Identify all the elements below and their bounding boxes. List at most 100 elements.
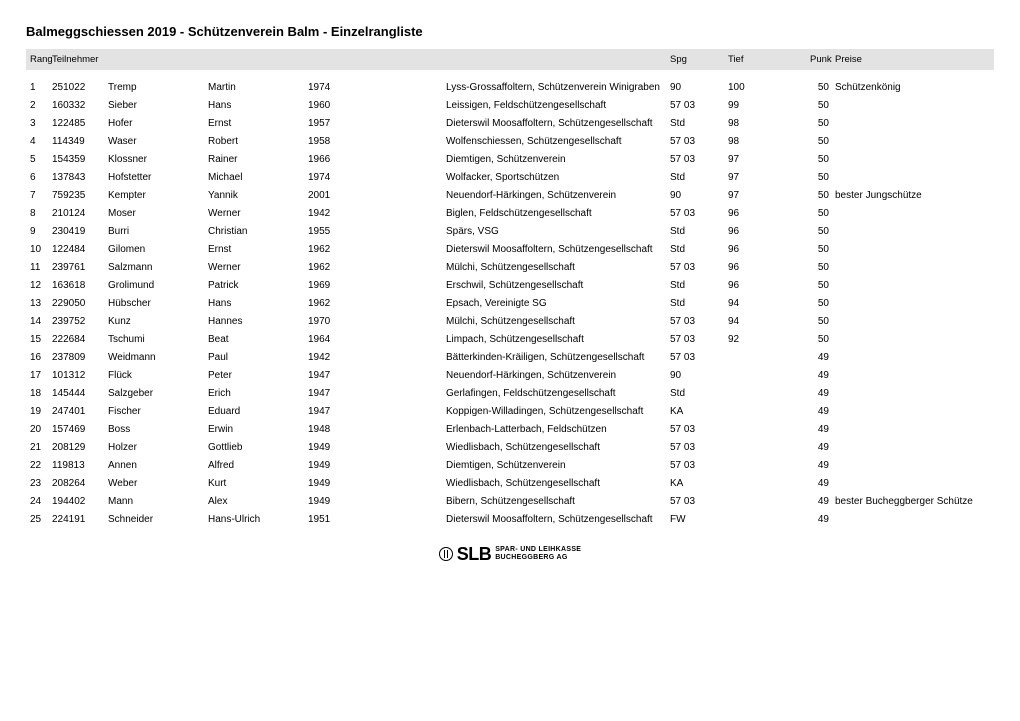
- cell-firstname: Patrick: [208, 277, 308, 295]
- cell-tief: [728, 349, 810, 367]
- cell-rang: 20: [26, 421, 52, 439]
- table-row: 14239752KunzHannes1970Mülchi, Schützenge…: [26, 313, 994, 331]
- cell-id: 229050: [52, 295, 108, 313]
- cell-tief: [728, 385, 810, 403]
- cell-punkte: 50: [810, 115, 832, 133]
- cell-preise: [832, 421, 994, 439]
- cell-spg: Std: [670, 241, 728, 259]
- cell-punkte: 50: [810, 259, 832, 277]
- cell-tief: [728, 511, 810, 529]
- cell-rang: 2: [26, 97, 52, 115]
- cell-club: Dieterswil Moosaffoltern, Schützengesell…: [446, 511, 670, 529]
- cell-preise: [832, 205, 994, 223]
- header-empty2: [208, 49, 308, 70]
- cell-punkte: 50: [810, 187, 832, 205]
- cell-punkte: 50: [810, 313, 832, 331]
- cell-spg: 57 03: [670, 457, 728, 475]
- cell-id: 230419: [52, 223, 108, 241]
- cell-club: Gerlafingen, Feldschützengesellschaft: [446, 385, 670, 403]
- cell-spg: 57 03: [670, 205, 728, 223]
- cell-rang: 24: [26, 493, 52, 511]
- cell-year: 1949: [308, 493, 446, 511]
- cell-firstname: Yannik: [208, 187, 308, 205]
- cell-preise: [832, 511, 994, 529]
- cell-preise: bester Jungschütze: [832, 187, 994, 205]
- cell-punkte: 50: [810, 169, 832, 187]
- cell-spg: 57 03: [670, 493, 728, 511]
- ranking-table: Rang Teilnehmer Spg Tief Punkte Preise 1…: [26, 49, 994, 529]
- footer-logo: SLB SPAR- UND LEIHKASSE BUCHEGGBERG AG: [439, 545, 582, 563]
- cell-firstname: Eduard: [208, 403, 308, 421]
- cell-lastname: Salzmann: [108, 259, 208, 277]
- cell-year: 1974: [308, 70, 446, 97]
- table-row: 19247401FischerEduard1947Koppigen-Willad…: [26, 403, 994, 421]
- cell-rang: 11: [26, 259, 52, 277]
- header-teilnehmer: Teilnehmer: [52, 49, 108, 70]
- footer-tagline: SPAR- UND LEIHKASSE BUCHEGGBERG AG: [495, 546, 581, 561]
- cell-rang: 16: [26, 349, 52, 367]
- cell-year: 1942: [308, 205, 446, 223]
- table-row: 8210124MoserWerner1942Biglen, Feldschütz…: [26, 205, 994, 223]
- cell-id: 145444: [52, 385, 108, 403]
- footer-line1: SPAR- UND LEIHKASSE: [495, 546, 581, 553]
- cell-club: Dieterswil Moosaffoltern, Schützengesell…: [446, 241, 670, 259]
- footer-line2: BUCHEGGBERG AG: [495, 554, 567, 561]
- cell-punkte: 50: [810, 223, 832, 241]
- header-empty1: [108, 49, 208, 70]
- cell-year: 1955: [308, 223, 446, 241]
- cell-lastname: Kunz: [108, 313, 208, 331]
- cell-tief: 94: [728, 295, 810, 313]
- cell-year: 1951: [308, 511, 446, 529]
- cell-tief: 97: [728, 151, 810, 169]
- cell-club: Biglen, Feldschützengesellschaft: [446, 205, 670, 223]
- cell-firstname: Hans: [208, 97, 308, 115]
- cell-club: Diemtigen, Schützenverein: [446, 151, 670, 169]
- cell-tief: [728, 475, 810, 493]
- table-row: 5154359KlossnerRainer1966Diemtigen, Schü…: [26, 151, 994, 169]
- cell-preise: [832, 169, 994, 187]
- cell-firstname: Ernst: [208, 115, 308, 133]
- cell-club: Neuendorf-Härkingen, Schützenverein: [446, 367, 670, 385]
- cell-id: 222684: [52, 331, 108, 349]
- cell-preise: [832, 223, 994, 241]
- header-rang: Rang: [26, 49, 52, 70]
- cell-club: Wiedlisbach, Schützengesellschaft: [446, 439, 670, 457]
- cell-firstname: Werner: [208, 205, 308, 223]
- cell-firstname: Hans: [208, 295, 308, 313]
- cell-lastname: Moser: [108, 205, 208, 223]
- cell-preise: [832, 115, 994, 133]
- cell-tief: [728, 421, 810, 439]
- table-row: 20157469BossErwin1948Erlenbach-Latterbac…: [26, 421, 994, 439]
- cell-rang: 13: [26, 295, 52, 313]
- table-row: 9230419BurriChristian1955Spärs, VSGStd96…: [26, 223, 994, 241]
- cell-id: 101312: [52, 367, 108, 385]
- header-preise: Preise: [832, 49, 994, 70]
- cell-preise: [832, 475, 994, 493]
- cell-preise: Schützenkönig: [832, 70, 994, 97]
- cell-tief: 96: [728, 259, 810, 277]
- cell-tief: [728, 457, 810, 475]
- header-spg: Spg: [670, 49, 728, 70]
- header-tief: Tief: [728, 49, 810, 70]
- cell-lastname: Hübscher: [108, 295, 208, 313]
- cell-punkte: 50: [810, 151, 832, 169]
- cell-id: 119813: [52, 457, 108, 475]
- cell-punkte: 49: [810, 439, 832, 457]
- cell-firstname: Paul: [208, 349, 308, 367]
- cell-club: Bibern, Schützengesellschaft: [446, 493, 670, 511]
- cell-year: 1974: [308, 169, 446, 187]
- cell-firstname: Werner: [208, 259, 308, 277]
- cell-lastname: Grolimund: [108, 277, 208, 295]
- cell-lastname: Tremp: [108, 70, 208, 97]
- cell-lastname: Sieber: [108, 97, 208, 115]
- cell-club: Leissigen, Feldschützengesellschaft: [446, 97, 670, 115]
- table-row: 15222684TschumiBeat1964Limpach, Schützen…: [26, 331, 994, 349]
- cell-club: Wiedlisbach, Schützengesellschaft: [446, 475, 670, 493]
- table-row: 22119813AnnenAlfred1949Diemtigen, Schütz…: [26, 457, 994, 475]
- cell-lastname: Schneider: [108, 511, 208, 529]
- cell-firstname: Alex: [208, 493, 308, 511]
- cell-preise: [832, 277, 994, 295]
- cell-punkte: 49: [810, 385, 832, 403]
- cell-tief: 96: [728, 241, 810, 259]
- cell-year: 1969: [308, 277, 446, 295]
